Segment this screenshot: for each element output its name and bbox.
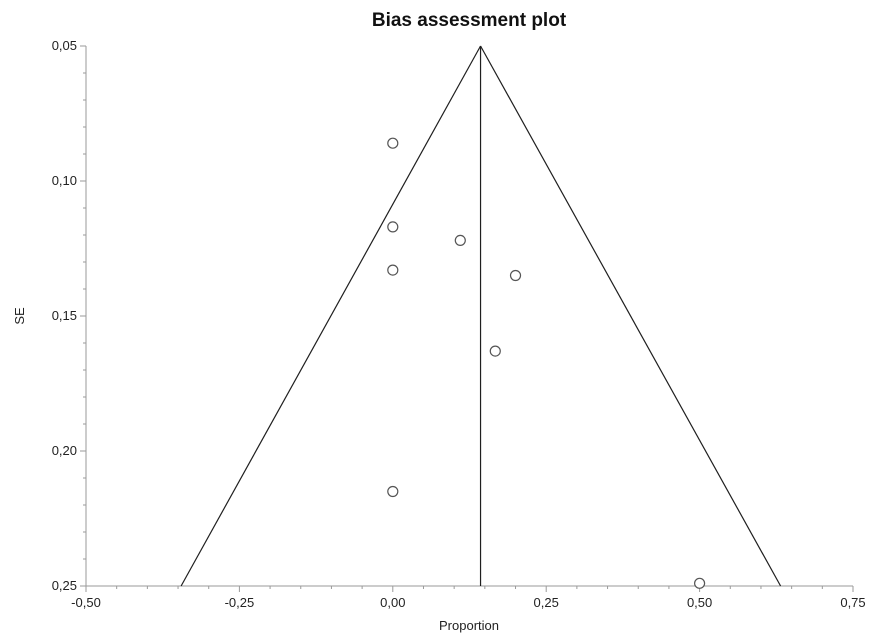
study-point (387, 485, 399, 498)
axes: 0,05 0,10 0,15 0,20 0,25 -0,50 -0,25 0,00 0,25 0,… (52, 38, 866, 610)
funnel-right-limit (480, 45, 782, 587)
y-tick-label: 0,05 (52, 38, 77, 53)
data-points (387, 137, 706, 589)
x-tick-label: 0,25 (534, 595, 559, 610)
study-point (509, 269, 522, 282)
y-tick-label: 0,25 (52, 578, 77, 593)
x-axis-title: Proportion (439, 618, 499, 633)
funnel-left-limit (180, 45, 482, 587)
study-point (387, 264, 399, 276)
study-point (387, 221, 399, 233)
x-tick-label: -0,25 (225, 595, 255, 610)
x-tick-label: -0,50 (71, 595, 101, 610)
study-point (387, 137, 399, 149)
x-tick-label: 0,75 (840, 595, 865, 610)
y-tick-label: 0,10 (52, 173, 77, 188)
funnel-lines (180, 45, 782, 587)
chart-title: Bias assessment plot (372, 10, 567, 31)
study-point (454, 234, 466, 246)
x-tick-label: 0,50 (687, 595, 712, 610)
y-tick-label: 0,15 (52, 308, 77, 323)
x-tick-label: 0,00 (380, 595, 405, 610)
study-point (693, 577, 706, 589)
study-point (489, 345, 501, 357)
y-tick-label: 0,20 (52, 443, 77, 458)
y-axis-title: SE (12, 307, 27, 325)
